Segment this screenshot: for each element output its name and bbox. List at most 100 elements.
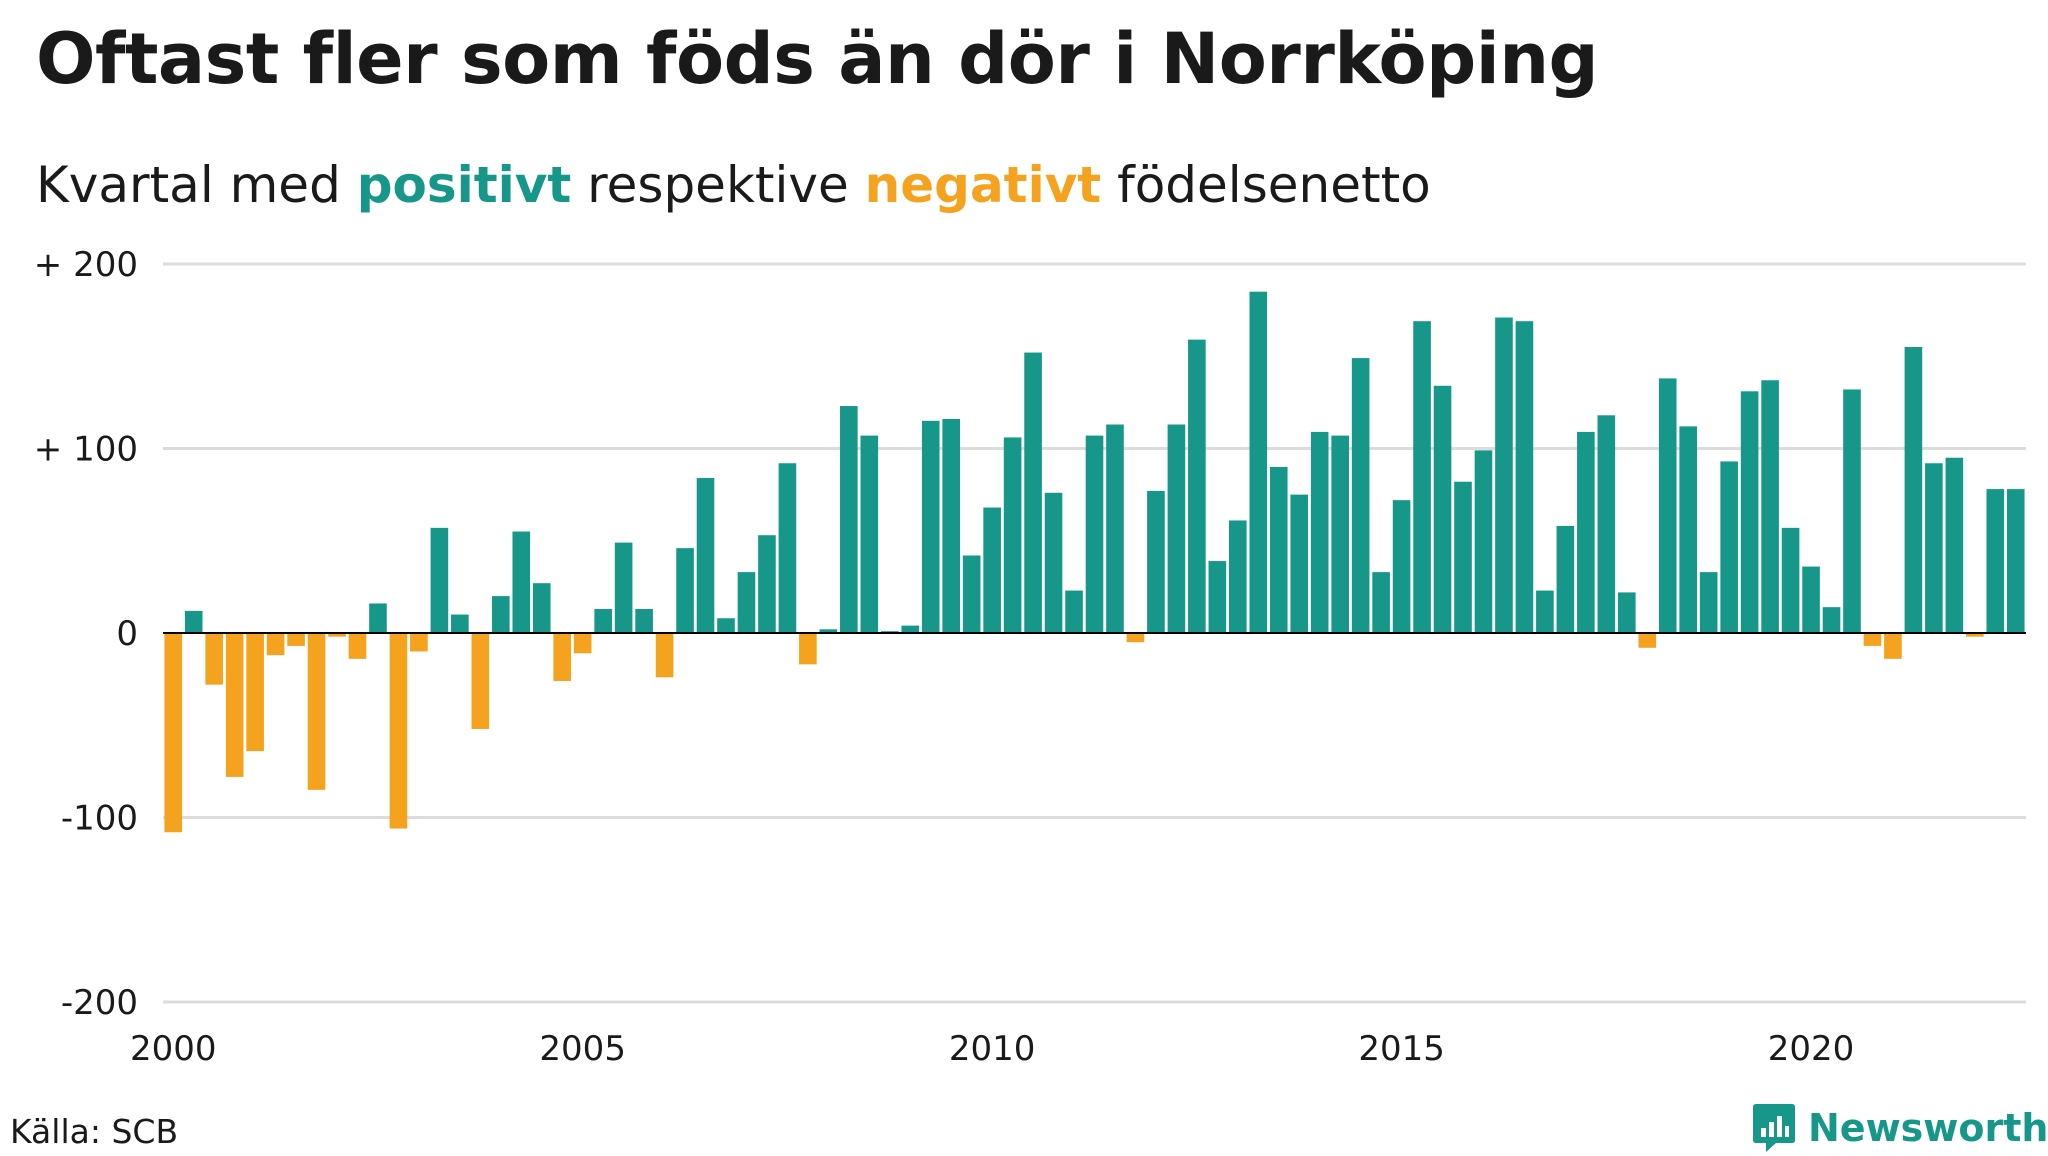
bar <box>1310 431 1329 633</box>
bar <box>512 531 531 633</box>
bar <box>1884 633 1902 659</box>
bar <box>1229 520 1247 633</box>
bar <box>205 633 223 685</box>
bar <box>1351 358 1370 633</box>
bar <box>1208 561 1227 633</box>
bar <box>1699 572 1718 633</box>
bar <box>635 609 653 633</box>
y-tick-label: 0 <box>116 614 138 654</box>
bar <box>860 435 879 633</box>
bar <box>1044 492 1063 633</box>
bar <box>1167 424 1186 633</box>
bar <box>758 535 776 633</box>
bar <box>1065 590 1083 633</box>
bar <box>1249 291 1268 633</box>
bar <box>594 609 612 633</box>
x-tick-label: 2020 <box>1768 1029 1855 1069</box>
bar <box>1966 633 1984 637</box>
bar <box>901 625 920 633</box>
bar <box>1761 380 1779 633</box>
bar <box>819 629 838 633</box>
bar <box>1290 494 1309 634</box>
bar <box>942 418 960 633</box>
chart-subtitle: Kvartal med positivt respektive negativt… <box>36 156 1431 214</box>
bar <box>676 548 694 633</box>
bar <box>410 633 428 652</box>
bar <box>369 603 387 633</box>
bar <box>287 633 305 646</box>
bar <box>451 614 469 633</box>
newsworthy-logo-icon <box>1753 1104 1795 1152</box>
subtitle-text-start: Kvartal med <box>36 156 357 214</box>
bar <box>921 420 940 633</box>
bar <box>1740 391 1759 633</box>
x-axis-labels: 2000 2005 2010 2015 2020 <box>130 1029 1854 1069</box>
subtitle-text-middle: respektive <box>571 156 865 214</box>
bar <box>1781 527 1800 633</box>
y-axis-labels: + 200 + 100 0 -100 -200 <box>34 245 138 1023</box>
subtitle-negative-label: negativt <box>864 156 1102 214</box>
bar <box>1106 424 1124 633</box>
bar <box>430 527 449 633</box>
brand-name: Newsworthy <box>1808 1106 2048 1150</box>
bar <box>717 618 735 633</box>
bar <box>1822 607 1841 633</box>
bar <box>1986 489 2005 633</box>
bar <box>1658 378 1677 633</box>
bar <box>1638 633 1657 648</box>
bar <box>225 633 244 777</box>
bar <box>471 633 490 729</box>
bar <box>1331 435 1349 633</box>
bar <box>532 583 551 633</box>
bar <box>1597 415 1616 633</box>
bars <box>164 291 2025 833</box>
bar <box>1003 437 1022 633</box>
bar <box>1413 321 1431 633</box>
bar <box>840 406 858 633</box>
bar <box>962 555 981 633</box>
bar <box>1536 590 1554 633</box>
bar <box>307 633 326 790</box>
bar <box>389 633 408 829</box>
bar <box>1474 450 1493 633</box>
bar <box>266 633 285 656</box>
x-tick-label: 2015 <box>1358 1029 1445 1069</box>
bar <box>1720 461 1738 633</box>
bar <box>778 463 797 633</box>
bar <box>1188 339 1206 633</box>
bar <box>655 633 674 678</box>
bar <box>553 633 572 681</box>
brand-logo[interactable]: Newsworthy <box>1752 1100 2048 1156</box>
bar <box>983 507 1001 633</box>
bar <box>1515 321 1534 633</box>
bar <box>696 478 715 633</box>
bar <box>573 633 592 654</box>
x-tick-label: 2005 <box>539 1029 626 1069</box>
subtitle-text-end: födelsenetto <box>1101 156 1431 214</box>
bar <box>1577 431 1595 633</box>
bar <box>1904 347 1923 633</box>
bar <box>1126 633 1145 643</box>
bar <box>1843 389 1861 633</box>
bar <box>1495 317 1513 633</box>
y-tick-label: + 200 <box>34 245 138 285</box>
bar <box>1269 466 1288 633</box>
bar <box>1802 566 1820 633</box>
bar <box>1945 457 1964 633</box>
bar <box>1454 481 1472 633</box>
bar <box>184 610 203 633</box>
y-tick-label: -200 <box>61 983 138 1023</box>
y-tick-label: + 100 <box>34 430 138 470</box>
bar <box>1392 500 1411 633</box>
bar <box>246 633 264 752</box>
bar <box>1147 490 1165 633</box>
bar <box>1372 572 1390 633</box>
bar <box>1433 385 1452 633</box>
x-tick-label: 2000 <box>130 1029 217 1069</box>
bar <box>614 542 633 633</box>
bar <box>2006 489 2025 633</box>
y-tick-label: -100 <box>61 799 138 839</box>
bar <box>799 633 817 665</box>
bar <box>1085 435 1104 633</box>
